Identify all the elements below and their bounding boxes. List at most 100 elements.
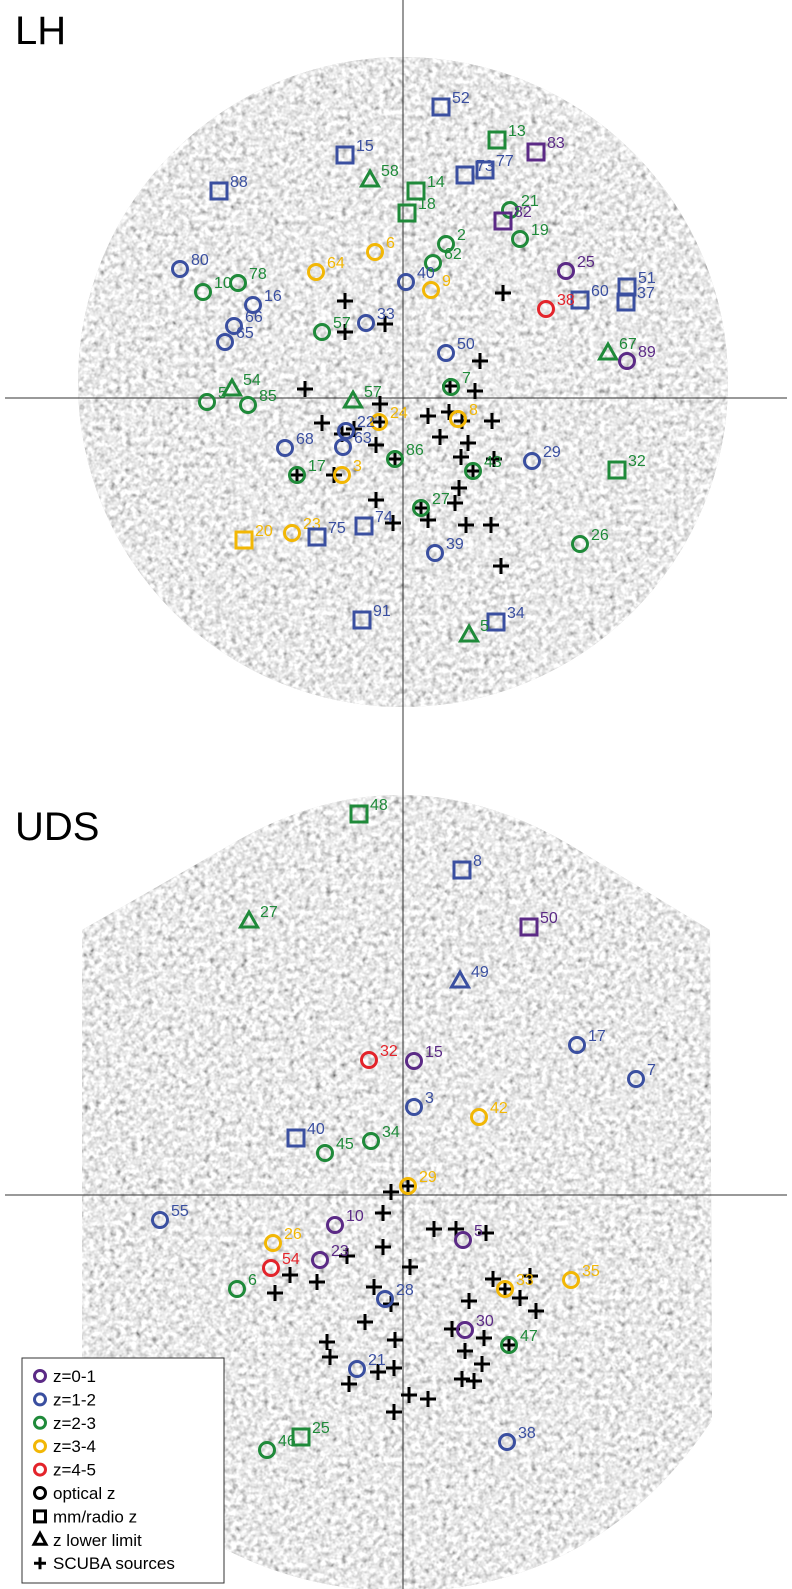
source-circle-marker (239, 396, 257, 414)
lh-source-15: 15 (335, 138, 374, 165)
source-triangle-marker (596, 340, 620, 361)
source-circle-marker (500, 1336, 518, 1354)
source-label: 43 (484, 454, 502, 471)
legend-circle-icon (33, 1462, 47, 1477)
source-label: 21 (368, 1352, 386, 1369)
source-circle-marker (437, 344, 455, 362)
source-label: 28 (396, 1282, 414, 1299)
legend-circle-icon (33, 1439, 47, 1454)
lh-source-32: 32 (607, 453, 646, 480)
lh-source-54: 54 (220, 372, 261, 397)
scuba-source-marker (314, 415, 330, 431)
scuba-source-marker (337, 324, 353, 340)
source-triangle-marker (237, 908, 261, 929)
source-label: 30 (476, 1313, 494, 1330)
lh-source-50: 50 (437, 336, 475, 362)
source-label: 23 (331, 1243, 349, 1260)
uds-source-26: 26 (264, 1226, 302, 1252)
source-label: 27 (260, 904, 278, 921)
scuba-source-marker (319, 1334, 335, 1350)
lh-source-6: 6 (366, 235, 395, 261)
source-circle-marker (357, 314, 375, 332)
source-square-marker (234, 530, 254, 550)
lh-source-73: 73 (455, 158, 494, 185)
lh-source-27: 27 (412, 491, 450, 517)
uds-source-38: 38 (498, 1425, 536, 1451)
scuba-source-marker (337, 293, 353, 309)
source-label: 42 (490, 1100, 508, 1117)
lh-source-13: 13 (487, 123, 526, 150)
source-label: 5 (218, 385, 227, 402)
legend-plus-icon (34, 1557, 46, 1570)
lh-source-26: 26 (571, 527, 609, 553)
lh-source-24: 24 (370, 405, 408, 431)
source-circle-marker (307, 263, 325, 281)
source-label: 75 (328, 520, 346, 537)
lh-source-57: 57 (313, 315, 351, 341)
lh-source-78: 78 (229, 266, 267, 292)
source-label: 26 (284, 1226, 302, 1243)
scuba-source-marker (467, 383, 483, 399)
source-circle-marker (333, 466, 351, 484)
scuba-source-marker (476, 1330, 492, 1346)
source-label: 50 (457, 336, 475, 353)
lh-source-5: 5 (198, 385, 227, 411)
source-circle-marker (258, 1441, 276, 1459)
uds-source-48: 48 (349, 797, 388, 824)
lh-source-25: 25 (557, 254, 595, 280)
lh-noise-field (78, 57, 728, 707)
lh-source-68: 68 (276, 431, 314, 457)
legend-square-icon (33, 1509, 47, 1524)
source-circle-marker (276, 439, 294, 457)
legend-label: z=3-4 (53, 1437, 96, 1456)
lh-panel-title: LH (15, 9, 66, 53)
scuba-source-marker (458, 517, 474, 533)
scuba-source-marker (465, 463, 481, 479)
scuba-source-marker (370, 1364, 386, 1380)
scuba-source-marker (375, 1239, 391, 1255)
scuba-source-marker (385, 515, 401, 531)
lh-source-14: 14 (406, 174, 445, 201)
source-circle-marker (571, 535, 589, 553)
lh-source-77: 77 (475, 153, 514, 180)
uds-source-47: 47 (500, 1328, 538, 1354)
source-square-marker (335, 145, 355, 165)
source-label: 26 (591, 527, 609, 544)
source-label: 27 (432, 491, 450, 508)
source-square-marker (406, 181, 426, 201)
source-label: 19 (531, 222, 549, 239)
uds-source-54: 54 (262, 1251, 300, 1277)
scuba-source-marker (387, 451, 403, 467)
source-square-marker (486, 612, 506, 632)
source-label: 17 (308, 458, 326, 475)
legend-circle-icon (33, 1392, 47, 1407)
source-label: 60 (591, 283, 609, 300)
legend-label: optical z (53, 1484, 115, 1503)
source-label: 88 (230, 174, 248, 191)
lh-source-40: 40 (397, 265, 435, 291)
lh-source-29: 29 (523, 444, 561, 470)
uds-source-46: 46 (258, 1433, 296, 1459)
source-label: 51 (638, 270, 656, 287)
lh-source-8: 8 (449, 402, 478, 428)
scuba-source-marker (486, 451, 502, 467)
source-label: 6 (248, 1272, 257, 1289)
source-circle-marker (449, 410, 467, 428)
legend-label: z=1-2 (53, 1390, 96, 1409)
source-label: 32 (628, 453, 646, 470)
source-label: 10 (214, 275, 232, 292)
source-label: 7 (462, 370, 471, 387)
uds-source-45: 45 (316, 1136, 354, 1162)
source-label: 22 (357, 414, 375, 431)
source-label: 45 (336, 1136, 354, 1153)
source-square-marker (452, 860, 472, 880)
scuba-source-marker (413, 500, 429, 516)
uds-source-25: 25 (291, 1420, 330, 1447)
source-label: 37 (637, 285, 655, 302)
source-label: 6 (386, 235, 395, 252)
source-circle-marker (244, 296, 262, 314)
lh-source-63: 63 (334, 430, 372, 456)
source-label: 40 (307, 1121, 325, 1138)
source-circle-marker (171, 260, 189, 278)
